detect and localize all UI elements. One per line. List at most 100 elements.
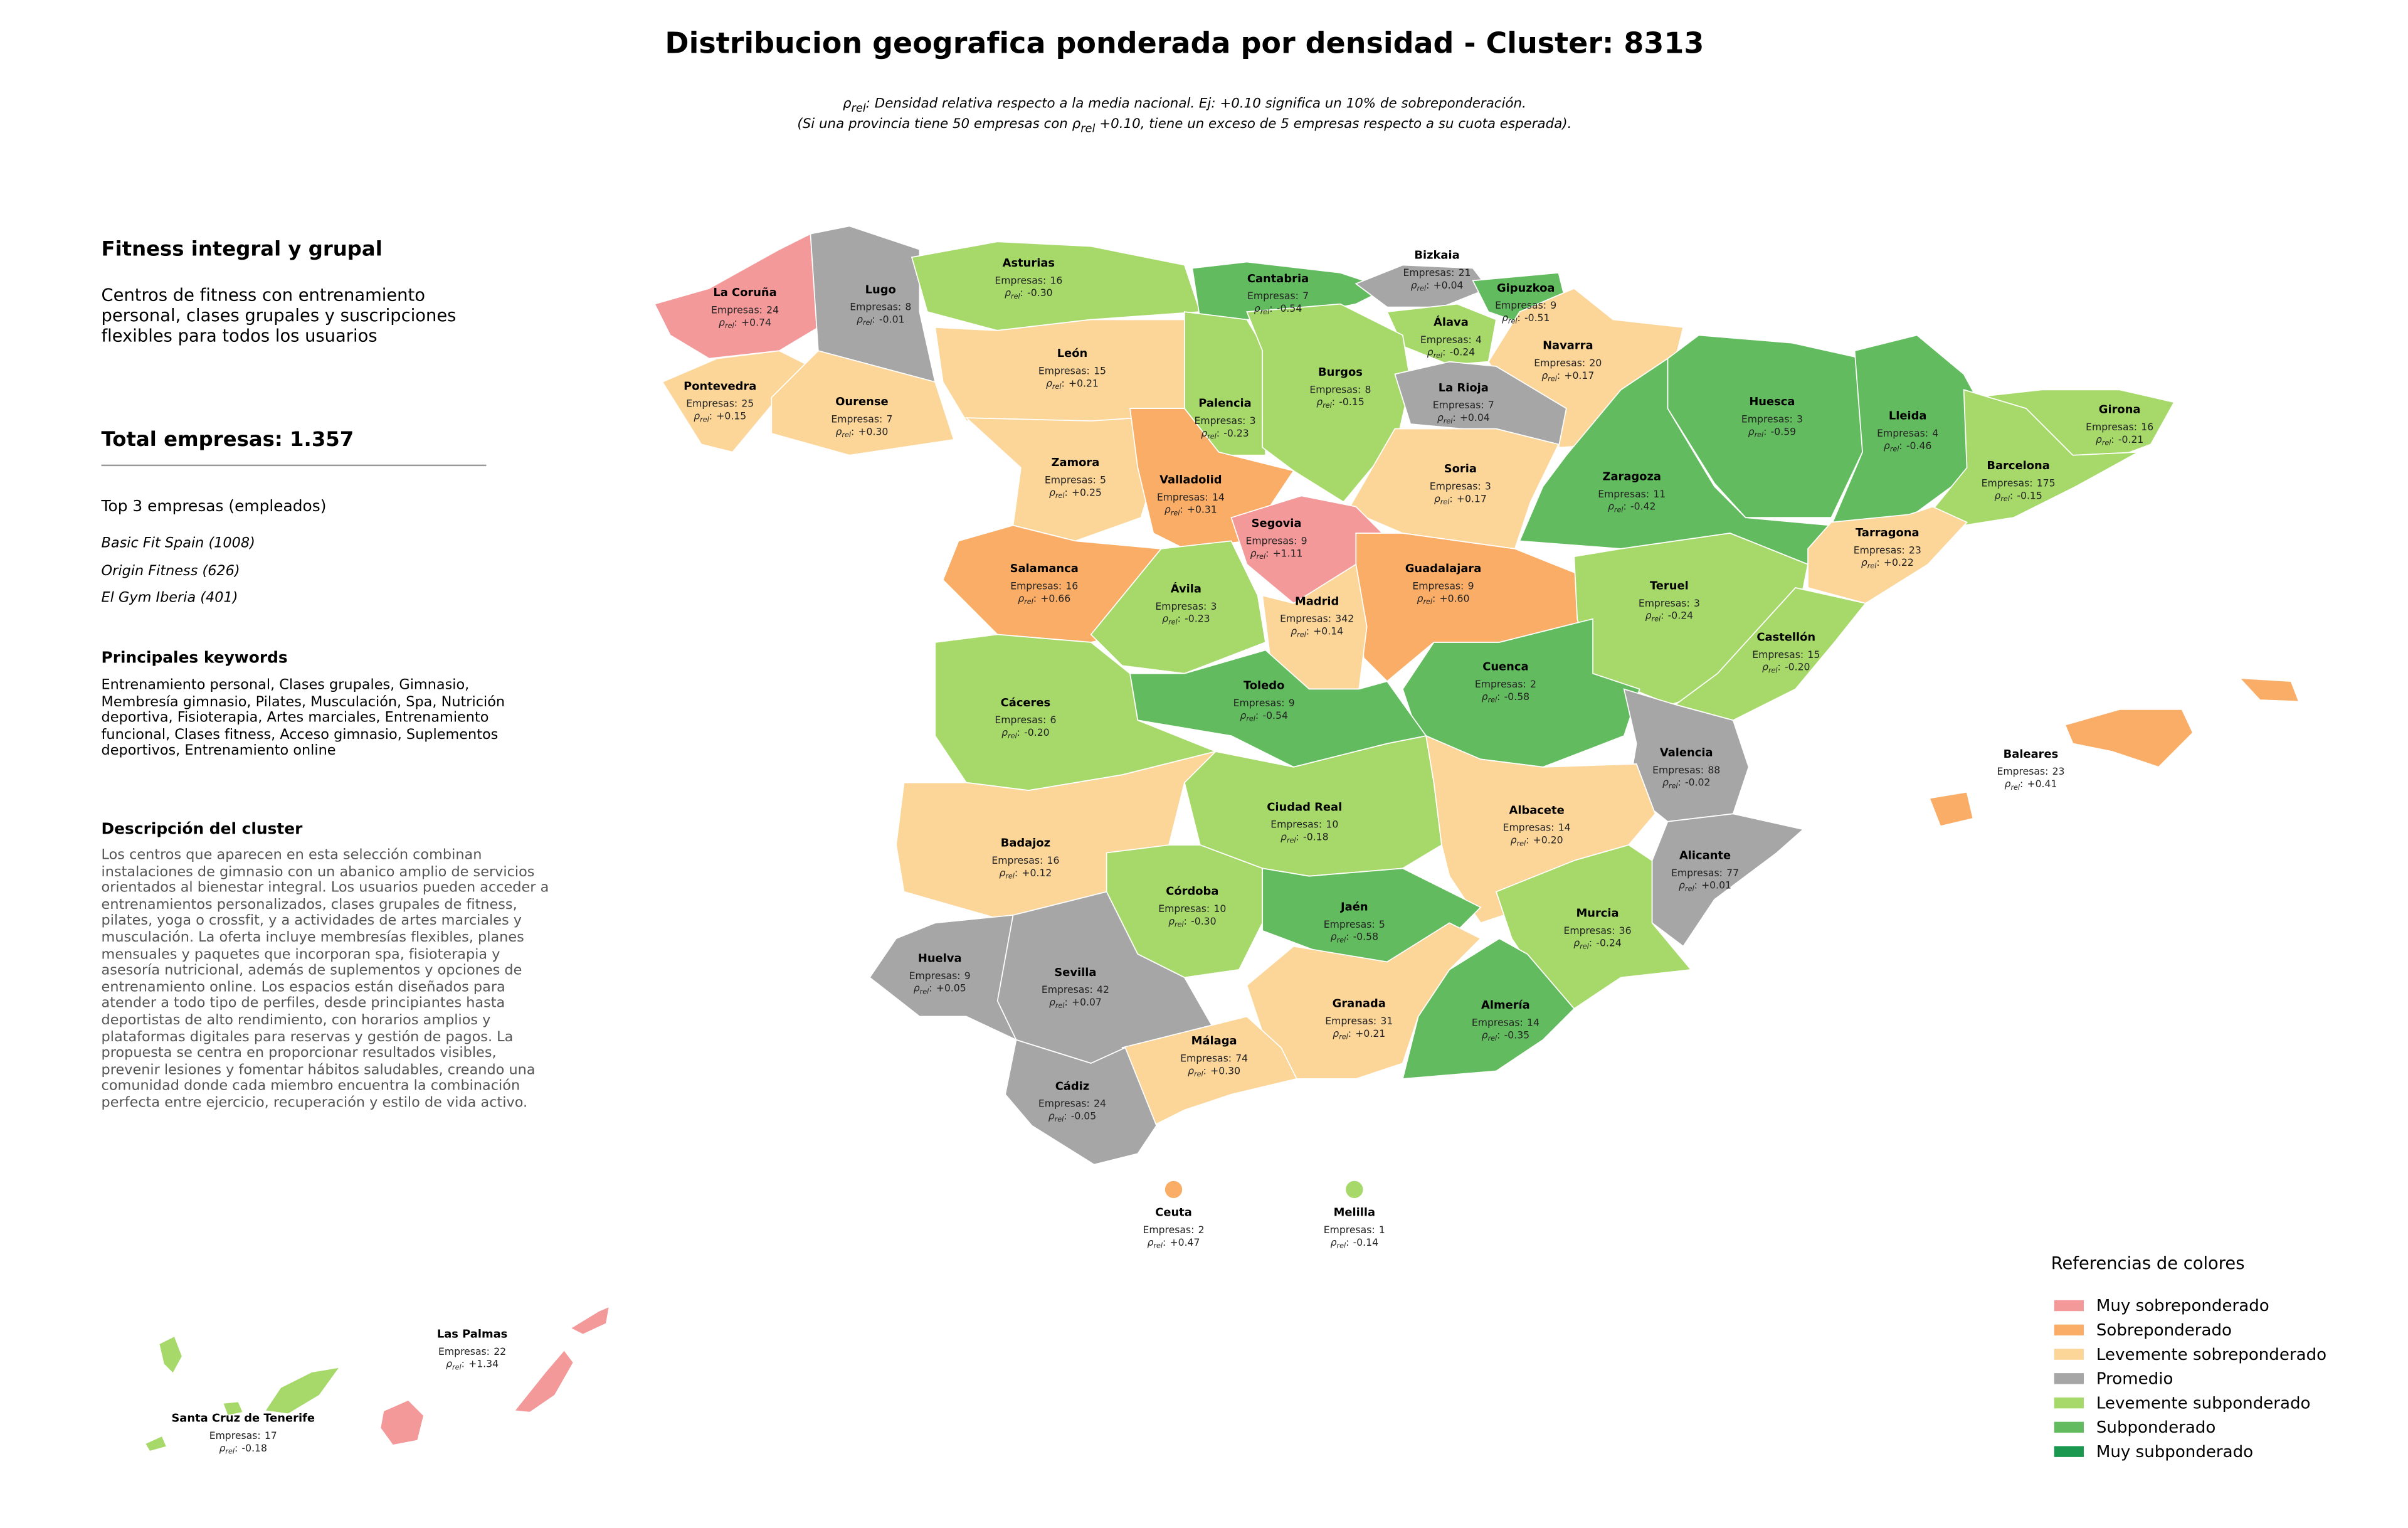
province-name: Ceuta [1155,1206,1192,1219]
province-rho: ρrel: -0.05 [1048,1110,1096,1124]
legend-title: Referencias de colores [2051,1254,2245,1273]
count-label: Empresas: [1420,334,1472,346]
province-rho: ρrel: -0.15 [1994,489,2042,503]
rho-value: +0.07 [1072,996,1102,1008]
rho-colon: : [1332,396,1335,408]
province-count: Empresas: 4 [1420,334,1482,346]
rho-colon: : [1557,369,1560,381]
province-rho: ρrel: -0.24 [1645,610,1694,623]
divider [101,464,487,467]
province-count: Empresas: 25 [686,398,754,410]
province-name: Sevilla [1054,966,1096,979]
count-value: 22 [494,1345,506,1357]
count-value: 6 [1050,714,1056,726]
subtitle: ρrel: Densidad relativa respecto a la me… [0,97,2369,138]
count-label: Empresas: [1433,399,1484,411]
legend-swatch [2054,1397,2084,1409]
count-label: Empresas: [1854,544,1905,556]
province-rho: ρrel: +0.07 [1049,996,1102,1010]
province-rho: ρrel: -0.35 [1482,1029,1529,1043]
legend-label: Promedio [2096,1370,2173,1389]
count-label: Empresas: [1247,290,1299,302]
province-name: Badajoz [1001,837,1050,850]
province-name: Navarra [1543,339,1593,353]
rho-colon: : [734,316,737,328]
province-rho: ρrel: +0.12 [999,867,1052,881]
rho-value: +0.30 [1210,1064,1240,1076]
count-value: 4 [1932,427,1938,439]
province-name: Valladolid [1159,473,1222,486]
rho-symbol: ρ [1333,1027,1339,1039]
count-label: Empresas: [1194,415,1245,427]
province-name: Madrid [1295,595,1339,608]
count-label: Empresas: [1155,600,1207,612]
legend-label: Levemente subponderado [2096,1394,2311,1413]
count-value: 9 [1301,534,1307,546]
province-count: Empresas: 7 [1247,290,1309,302]
count-label: Empresas: [438,1345,490,1357]
rho-sub: rel [1055,492,1065,500]
count-value: 4 [1476,334,1482,346]
province-rho: ρrel: +0.21 [1333,1027,1385,1041]
rho-symbol: ρ [835,425,842,437]
count-label: Empresas: [1752,649,1803,661]
count-label: Empresas: [991,854,1043,866]
count-label: Empresas: [1503,822,1555,834]
count-value: 10 [1213,903,1226,915]
rho-colon: : [1346,1236,1349,1248]
count-value: 14 [1527,1016,1539,1028]
rho-sub: rel [1008,732,1017,740]
province-shape [1394,361,1567,448]
rho-colon: : [1346,931,1349,943]
rho-colon: : [1061,377,1064,389]
province-count: Empresas: 31 [1325,1015,1393,1027]
province-shape [1674,587,1867,721]
province-name: Castellón [1756,630,1815,644]
rho-value: +0.04 [1460,411,1490,423]
rho-symbol: ρ [1411,279,1417,291]
rho-colon: : [1255,709,1259,721]
rho-colon: : [1178,613,1181,625]
province-rho: ρrel: -0.20 [1001,726,1049,740]
rho-value: +0.21 [1069,377,1099,389]
rho-sub: rel [1246,714,1255,723]
count-label: Empresas: [1042,984,1093,995]
legend-label: Muy sobreponderado [2096,1297,2269,1315]
count-label: Empresas: [1038,364,1090,376]
count-value: 42 [1097,984,1109,995]
province-rho: ρrel: -0.23 [1162,613,1210,627]
count-value: 9 [1468,580,1474,592]
rho-sub: rel [1287,836,1296,844]
province-count: Empresas: 21 [1403,267,1471,279]
rho-symbol: ρ [2096,433,2102,445]
province-name: Córdoba [1166,885,1218,898]
count-label: Empresas: [1245,534,1297,546]
rho-value: -0.58 [1504,691,1529,703]
rho-colon: : [1180,504,1183,516]
rho-sub: rel [1153,1242,1163,1250]
rho-value: -0.21 [2118,433,2143,445]
rho-symbol: ρ [1316,396,1323,408]
keywords: Entrenamiento personal, Clases grupales,… [101,678,505,760]
rho-value: -0.02 [1685,777,1710,788]
province-count: Empresas: 16 [995,274,1062,286]
province-rho: ρrel: -0.01 [857,313,904,327]
province-shape [264,1366,341,1415]
province-count: Empresas: 15 [1752,649,1820,661]
rho-colon: : [2010,489,2013,501]
rho-value: -0.05 [1071,1110,1096,1122]
rho-sub: rel [1614,506,1624,514]
rho-sub: rel [920,987,929,995]
rho-colon: : [1763,425,1766,437]
rho-value: +0.31 [1187,504,1217,516]
province-rho: ρrel: -0.15 [1316,396,1364,410]
province-rho: ρrel: -0.58 [1331,931,1378,945]
province-rho: ρrel: -0.42 [1608,501,1656,514]
rho-colon: : [235,1442,238,1454]
count-label: Empresas: [1324,918,1375,930]
rho-value: -0.30 [1027,287,1052,299]
count-label: Empresas: [1038,1098,1090,1110]
rho-value: +0.01 [1701,879,1731,891]
count-label: Empresas: [1877,427,1928,439]
rho-sub: rel [1052,383,1062,391]
